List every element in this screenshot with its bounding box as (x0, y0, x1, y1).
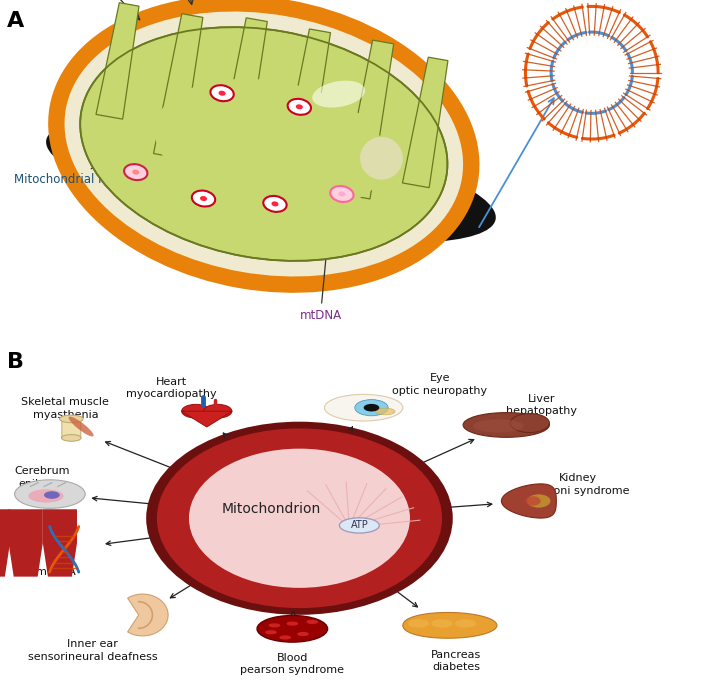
Ellipse shape (360, 137, 403, 180)
Ellipse shape (189, 448, 410, 588)
Polygon shape (501, 484, 556, 518)
FancyBboxPatch shape (62, 418, 81, 439)
Ellipse shape (29, 489, 63, 502)
Ellipse shape (296, 104, 303, 109)
Polygon shape (128, 594, 168, 636)
Text: Eye
optic neuropathy: Eye optic neuropathy (392, 373, 487, 395)
Ellipse shape (44, 491, 60, 499)
Ellipse shape (192, 191, 215, 207)
Text: Mitochondrial matrix: Mitochondrial matrix (14, 125, 153, 186)
Polygon shape (215, 18, 267, 177)
Text: Outer membrane: Outer membrane (114, 0, 216, 4)
Text: Inner ear
sensorineural deafness: Inner ear sensorineural deafness (28, 639, 158, 661)
Text: Kidney
Fanconi syndrome: Kidney Fanconi syndrome (528, 473, 629, 495)
Ellipse shape (287, 621, 298, 626)
Text: Cristae: Cristae (0, 690, 1, 691)
Ellipse shape (408, 619, 429, 627)
Ellipse shape (339, 518, 379, 533)
Polygon shape (9, 509, 43, 576)
Ellipse shape (80, 27, 448, 261)
Ellipse shape (132, 169, 139, 175)
Text: Pancreas
diabetes: Pancreas diabetes (431, 650, 481, 672)
Text: Mitochondrion: Mitochondrion (221, 502, 321, 516)
Ellipse shape (527, 494, 550, 508)
Ellipse shape (263, 196, 287, 212)
Ellipse shape (279, 635, 291, 640)
Ellipse shape (312, 81, 365, 108)
Ellipse shape (64, 12, 463, 276)
Ellipse shape (257, 616, 327, 642)
Text: ATP: ATP (351, 520, 368, 531)
Ellipse shape (68, 417, 93, 437)
Ellipse shape (61, 435, 81, 442)
Ellipse shape (463, 413, 549, 437)
Text: Liver
hepatopathy: Liver hepatopathy (506, 394, 578, 416)
Ellipse shape (287, 99, 311, 115)
Text: mtDNA: mtDNA (299, 241, 342, 321)
Polygon shape (342, 40, 394, 199)
Ellipse shape (324, 395, 403, 421)
Ellipse shape (269, 623, 280, 627)
Ellipse shape (200, 196, 207, 201)
Ellipse shape (124, 164, 148, 180)
Polygon shape (279, 29, 331, 188)
Polygon shape (96, 3, 139, 119)
Ellipse shape (330, 186, 354, 202)
Ellipse shape (297, 632, 309, 636)
Ellipse shape (525, 496, 540, 506)
Text: mtDNA: mtDNA (36, 567, 76, 576)
Ellipse shape (307, 620, 318, 624)
Ellipse shape (355, 399, 388, 416)
Ellipse shape (364, 404, 379, 412)
Polygon shape (0, 509, 10, 576)
Polygon shape (403, 612, 497, 638)
Ellipse shape (14, 480, 86, 509)
Ellipse shape (272, 201, 279, 207)
Ellipse shape (339, 191, 345, 196)
Ellipse shape (431, 619, 453, 627)
Ellipse shape (146, 422, 453, 615)
Text: Cerebrum
epilepsy: Cerebrum epilepsy (14, 466, 70, 489)
Ellipse shape (219, 91, 225, 96)
Ellipse shape (473, 419, 524, 433)
Ellipse shape (210, 85, 234, 101)
Ellipse shape (182, 404, 210, 418)
Text: Skeletal muscle
myasthenia: Skeletal muscle myasthenia (21, 397, 109, 419)
Ellipse shape (204, 404, 232, 418)
Ellipse shape (376, 408, 395, 415)
Text: Blood
pearson syndrome: Blood pearson syndrome (240, 653, 344, 675)
Ellipse shape (59, 415, 83, 423)
Ellipse shape (48, 0, 479, 293)
Polygon shape (153, 14, 203, 158)
Ellipse shape (155, 79, 387, 211)
Text: B: B (7, 352, 24, 372)
Polygon shape (181, 411, 232, 427)
Ellipse shape (455, 619, 476, 627)
Ellipse shape (157, 428, 442, 608)
Polygon shape (402, 57, 448, 188)
Text: A: A (7, 11, 24, 31)
Ellipse shape (511, 413, 549, 433)
Ellipse shape (46, 117, 496, 243)
Text: Inner membrane: Inner membrane (0, 690, 1, 691)
Text: Heart
myocardiopathy: Heart myocardiopathy (125, 377, 217, 399)
Polygon shape (43, 509, 77, 576)
Text: Inter-membrane space: Inter-membrane space (7, 0, 142, 20)
Ellipse shape (265, 630, 277, 634)
